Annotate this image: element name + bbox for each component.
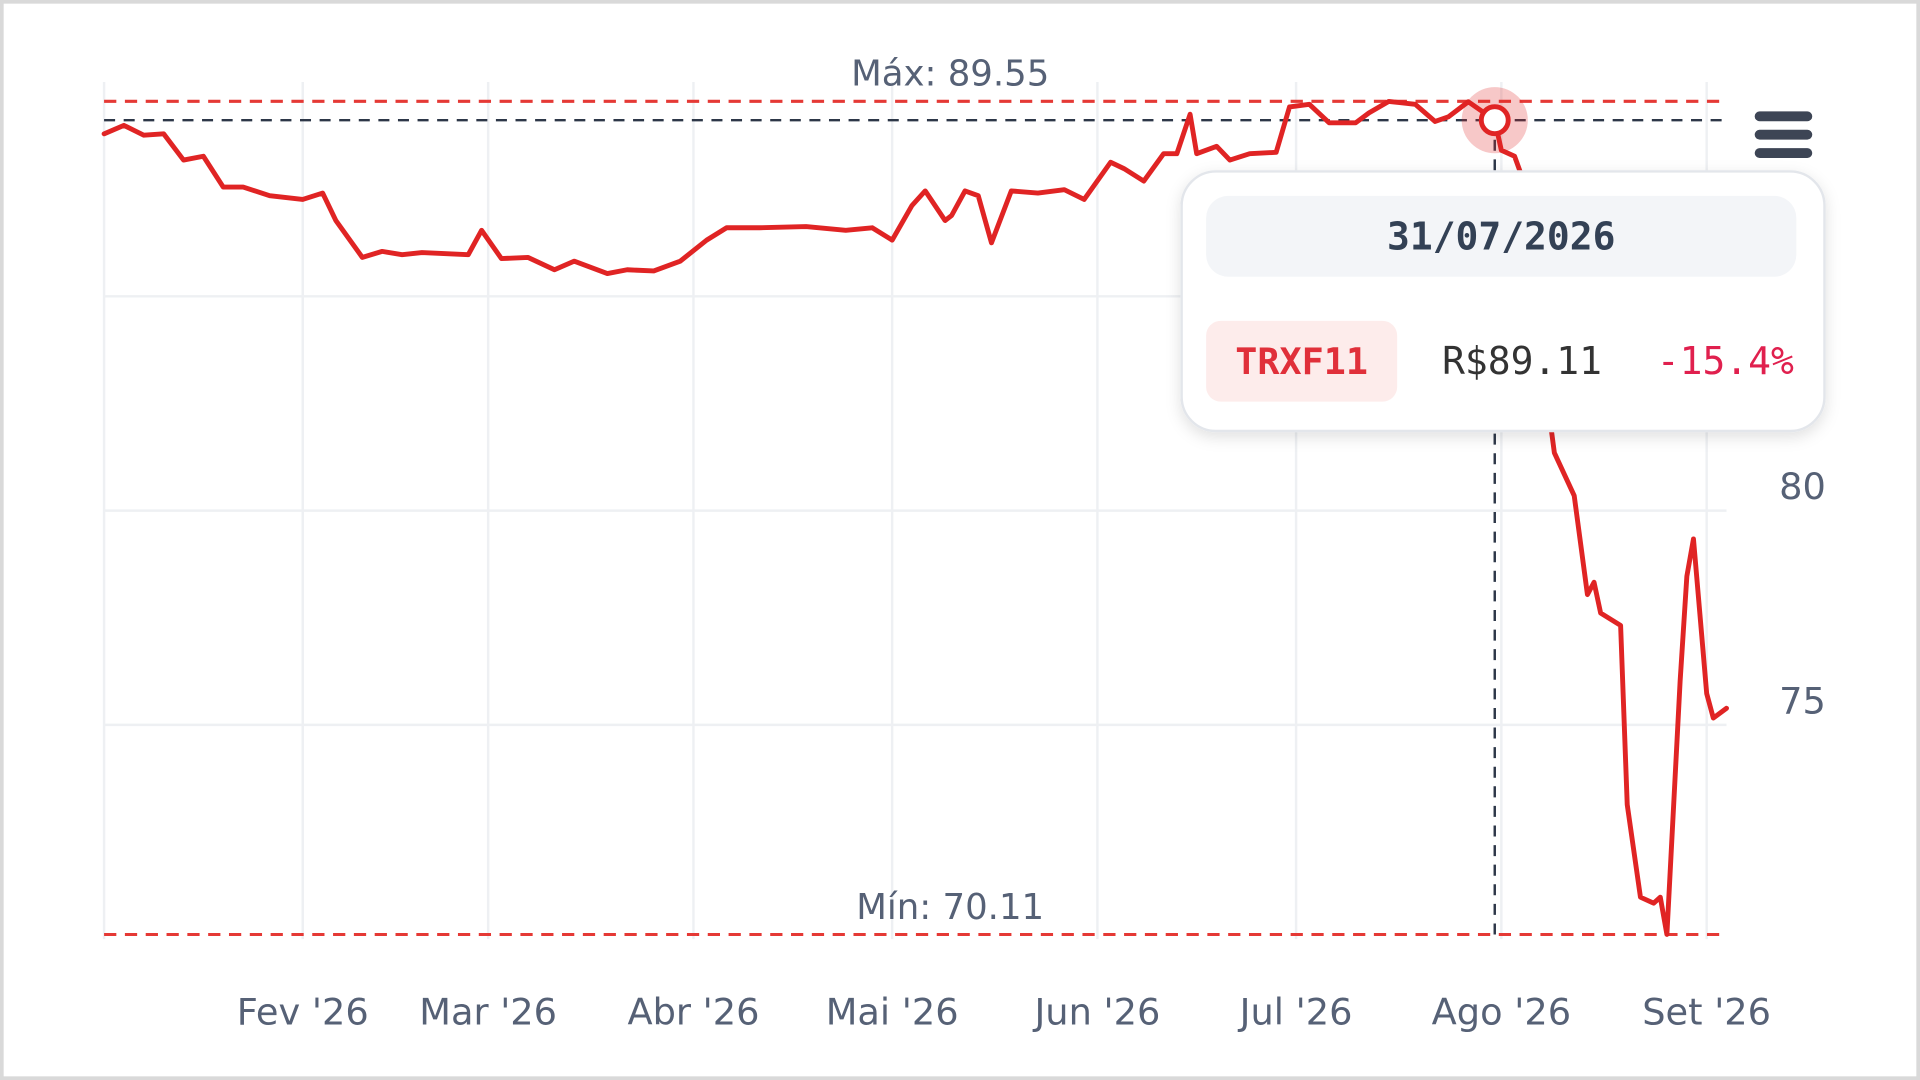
tooltip-name-pill	[1206, 320, 1398, 402]
y-tick-label: 75	[1779, 679, 1826, 722]
tooltip: 31/07/2026 TRXF11 R$89.11 -15.4%	[1180, 170, 1826, 433]
tooltip-date: 31/07/2026	[1387, 214, 1615, 258]
x-tick-label: Set '26	[1642, 990, 1771, 1033]
reference-lines	[104, 99, 1727, 940]
y-tick-label: 80	[1779, 465, 1826, 508]
menu-bar	[1754, 129, 1813, 140]
menu-button[interactable]	[1754, 111, 1813, 158]
plot	[101, 87, 1729, 937]
x-tick-label: Mar '26	[419, 990, 557, 1033]
annotation-label: Mín: 70.11	[856, 887, 1044, 928]
x-tick-label: Abr '26	[627, 990, 759, 1033]
price-line	[101, 98, 1729, 937]
annotation-label: Máx: 89.55	[851, 54, 1049, 95]
tooltip-price: R$89.11	[1442, 339, 1602, 383]
x-tick-label: Jun '26	[1032, 990, 1160, 1033]
tooltip-date-box	[1206, 195, 1797, 277]
tooltip-change: -15.4%	[1657, 339, 1794, 383]
tooltip-series-name: TRXF11	[1235, 340, 1368, 383]
x-tick-label: Ago '26	[1432, 990, 1571, 1033]
x-tick-label: Jul '26	[1238, 990, 1353, 1033]
x-tick-label: Mai '26	[826, 990, 959, 1033]
x-tick-label: Fev '26	[237, 990, 369, 1033]
menu-bar	[1754, 111, 1813, 122]
hover-point	[1478, 104, 1511, 137]
menu-bar	[1754, 148, 1813, 158]
